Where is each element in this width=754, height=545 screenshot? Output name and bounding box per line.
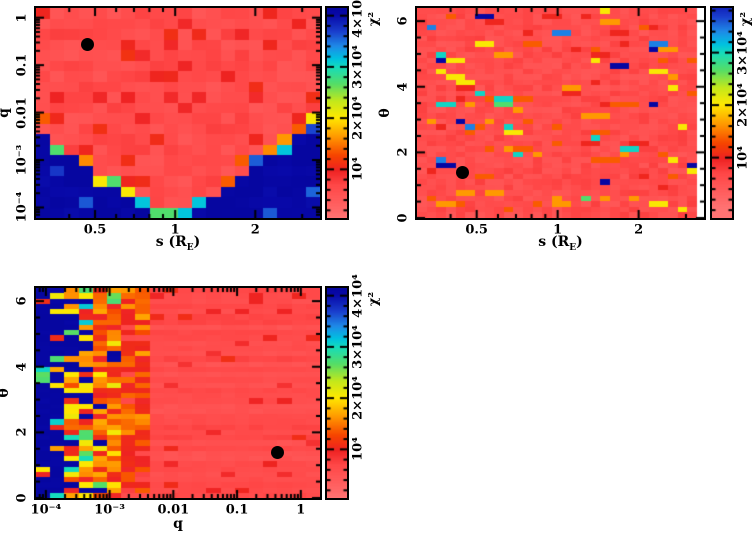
y-tick-label: 0.01 <box>14 96 30 129</box>
x-tick-label: 0.5 <box>83 222 107 238</box>
colorbar-tick-label: 10⁴ <box>350 437 366 462</box>
x-tick-label: 2 <box>634 222 644 238</box>
y-tick-label: 4 <box>395 82 411 92</box>
colorbar-tick-label: 4×10⁴ <box>350 0 366 38</box>
x-axis-label: q <box>173 516 183 532</box>
colorbar-title: χ² <box>738 11 754 27</box>
y-tick-label: 0.1 <box>14 53 30 77</box>
data-point-marker <box>271 445 285 459</box>
x-tick-label: 1 <box>170 222 180 238</box>
y-tick-label: 6 <box>14 296 30 306</box>
colorbar-tick-label: 3×10⁴ <box>350 45 366 89</box>
x-axis-label: s (RE) <box>155 234 201 253</box>
y-axis-label: θ <box>0 388 12 397</box>
x-tick-label: 0.5 <box>465 222 488 238</box>
colorbar-canvas <box>327 8 347 218</box>
heatmap-canvas <box>417 8 704 218</box>
y-tick-label: 0 <box>395 213 411 223</box>
x-tick-label: 1 <box>296 502 306 518</box>
colorbar-canvas <box>327 288 347 498</box>
y-tick-label: 2 <box>14 427 30 437</box>
colorbar-tick-label: 10⁴ <box>350 157 366 182</box>
colorbar-tick-label: 2×10⁴ <box>350 96 366 140</box>
x-axis-label: s (RE) <box>538 234 583 253</box>
colorbar-title: χ² <box>366 11 382 27</box>
x-tick-label: 2 <box>250 222 260 238</box>
heatmap-canvas <box>36 8 320 218</box>
y-tick-label: 2 <box>395 147 411 157</box>
y-tick-label: 0 <box>14 493 30 503</box>
colorbar-canvas <box>712 8 732 218</box>
colorbar-tick-label: 2×10⁴ <box>735 83 751 127</box>
y-tick-label: 6 <box>395 16 411 26</box>
data-point-marker <box>456 165 470 179</box>
y-tick-label: 10⁻⁴ <box>14 192 30 223</box>
x-tick-label: 1 <box>553 222 563 238</box>
colorbar-tick-label: 3×10⁴ <box>350 325 366 369</box>
x-tick-label: 10⁻⁴ <box>30 502 62 518</box>
colorbar-tick-label: 10⁴ <box>735 145 751 170</box>
data-point-marker <box>80 38 94 52</box>
colorbar-tick-label: 3×10⁴ <box>735 30 751 75</box>
y-tick-label: 4 <box>14 362 30 372</box>
y-tick-label: 10⁻³ <box>14 144 30 176</box>
x-tick-label: 10⁻³ <box>94 502 125 518</box>
colorbar-tick-label: 2×10⁴ <box>350 376 366 420</box>
colorbar-title: χ² <box>366 291 382 307</box>
heatmap-canvas <box>36 288 320 498</box>
colorbar-tick-label: 4×10⁴ <box>350 273 366 318</box>
x-tick-label: 0.01 <box>157 502 190 518</box>
y-axis-label: q <box>0 108 12 118</box>
y-axis-label: θ <box>377 108 393 118</box>
y-tick-label: 1 <box>14 13 30 23</box>
x-tick-label: 0.1 <box>225 502 249 518</box>
